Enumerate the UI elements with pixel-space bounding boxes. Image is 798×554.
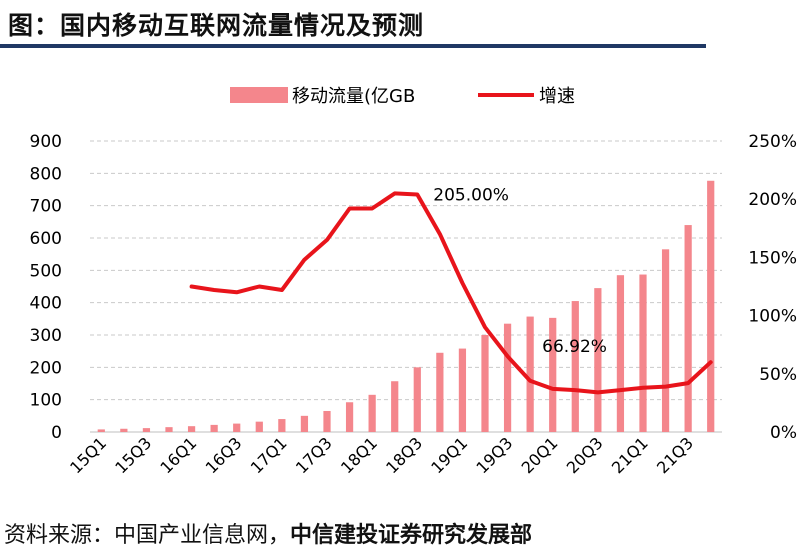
x-tick-label: 18Q1 — [337, 433, 381, 477]
x-tick-label: 16Q3 — [202, 433, 246, 477]
x-tick-label: 19Q3 — [472, 433, 516, 477]
x-tick-label: 19Q1 — [427, 433, 471, 477]
page-title: 图：国内移动互联网流量情况及预测 — [8, 11, 425, 40]
bar — [300, 415, 309, 432]
legend-line-label: 增速 — [539, 86, 575, 107]
legend-bar-swatch — [230, 87, 288, 103]
source-org: 中信建投证券研究发展部 — [290, 523, 533, 548]
source-note: 资料来源：中国产业信息网，中信建投证券研究发展部 — [4, 517, 532, 549]
y-right-tick-label: 100% — [748, 307, 797, 327]
bar — [639, 274, 647, 432]
legend-bar-label: 移动流量(亿GB — [292, 86, 415, 107]
source-prefix: 资料来源：中国产业信息网， — [4, 523, 291, 548]
bar — [549, 317, 557, 432]
bar — [594, 288, 602, 432]
growth-line — [189, 191, 713, 395]
bar — [684, 225, 692, 432]
bar — [503, 323, 512, 432]
bar — [458, 348, 467, 432]
y-right-tick-label: 200% — [748, 190, 797, 210]
bar — [187, 426, 196, 432]
bar — [97, 429, 105, 432]
data-label: 205.00% — [433, 185, 509, 205]
x-tick-label: 18Q3 — [382, 433, 426, 477]
x-tick-label: 20Q3 — [563, 433, 607, 477]
y-left-tick-label: 0 — [51, 423, 62, 443]
y-left-tick-label: 800 — [30, 164, 62, 184]
y-left-tick-label: 100 — [30, 391, 62, 411]
y-left-tick-label: 300 — [30, 326, 62, 346]
bar — [391, 381, 399, 432]
bar — [323, 410, 331, 432]
y-left-tick-label: 900 — [30, 132, 62, 152]
bar — [255, 421, 263, 432]
y-left-tick-label: 700 — [30, 197, 62, 217]
bar — [368, 394, 376, 432]
x-tick-label: 17Q1 — [247, 433, 291, 477]
bar — [481, 335, 489, 432]
y-left-tick-label: 600 — [30, 229, 62, 249]
bar — [142, 428, 151, 432]
bar — [571, 301, 579, 432]
y-right-tick-label: 150% — [748, 248, 797, 268]
y-left-tick-label: 400 — [30, 294, 62, 314]
y-right-tick-label: 250% — [748, 132, 797, 152]
x-tick-label: 21Q1 — [608, 433, 652, 477]
bar — [436, 352, 444, 432]
title-divider — [0, 44, 706, 48]
bar — [526, 316, 534, 432]
y-left-tick-label: 200 — [30, 358, 62, 378]
bar — [120, 428, 128, 432]
y-right-tick-label: 0% — [770, 423, 797, 443]
x-tick-label: 16Q1 — [156, 433, 200, 477]
x-tick-label: 15Q3 — [111, 433, 155, 477]
x-tick-label: 15Q1 — [66, 433, 110, 477]
x-tick-label: 20Q1 — [518, 433, 562, 477]
bar — [345, 402, 354, 432]
x-tick-label: 21Q3 — [653, 433, 697, 477]
x-tick-label: 17Q3 — [292, 433, 336, 477]
y-left-tick-label: 500 — [30, 261, 62, 281]
chart: 0 100 200 300 400 500 600 700 800 900 0% 50% 100% 150… — [30, 86, 797, 477]
bar — [278, 419, 286, 432]
bar — [707, 180, 715, 432]
bar — [233, 423, 241, 432]
bar — [661, 249, 670, 432]
bar — [616, 275, 625, 432]
data-label: 66.92% — [542, 337, 607, 357]
bar — [210, 424, 218, 432]
bar — [413, 367, 421, 432]
bar — [165, 427, 173, 432]
y-right-tick-label: 50% — [759, 365, 797, 385]
